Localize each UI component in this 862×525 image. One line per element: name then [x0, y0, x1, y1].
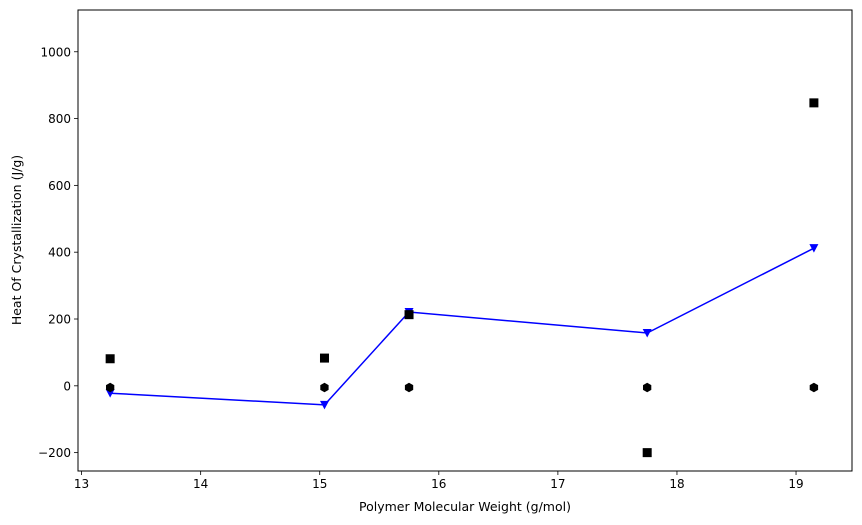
- hexagon-marker: [106, 382, 115, 393]
- y-tick-label: 600: [48, 179, 71, 193]
- x-tick-label: 14: [193, 477, 208, 491]
- y-tick-label: −200: [38, 446, 71, 460]
- y-tick-label: 200: [48, 313, 71, 327]
- x-tick-label: 15: [312, 477, 327, 491]
- triangle-marker: [105, 389, 115, 398]
- x-tick-label: 18: [669, 477, 684, 491]
- triangle-marker: [642, 329, 652, 338]
- hexagon-marker: [643, 382, 652, 393]
- y-tick-label: 1000: [40, 45, 71, 59]
- x-tick-label: 16: [431, 477, 446, 491]
- hexagon-marker: [404, 382, 414, 393]
- plot-frame: [77, 9, 853, 472]
- triangle-marker: [319, 400, 329, 410]
- y-tick-label: 0: [63, 379, 71, 393]
- y-axis-ticks: −200 0 200 400 600 800 1000: [38, 45, 78, 460]
- square-marker: [105, 354, 115, 364]
- square-marker: [319, 353, 329, 363]
- triangle-marker: [809, 244, 819, 253]
- y-axis-label: Heat Of Crystallization (J/g): [9, 155, 24, 325]
- series-layer: [105, 98, 819, 458]
- series-line: [110, 247, 815, 406]
- x-tick-label: 13: [74, 477, 89, 491]
- x-axis-ticks: 13 14 15 16 17 18 19: [74, 471, 804, 491]
- hexagon-marker: [809, 382, 819, 393]
- hexagon-marker: [320, 382, 329, 393]
- square-marker: [642, 448, 652, 458]
- square-marker: [809, 98, 819, 108]
- x-axis-label: Polymer Molecular Weight (g/mol): [359, 499, 571, 514]
- square-marker: [404, 310, 414, 320]
- y-tick-label: 800: [48, 112, 71, 126]
- x-tick-label: 17: [550, 477, 565, 491]
- x-tick-label: 19: [788, 477, 803, 491]
- y-tick-label: 400: [48, 246, 71, 260]
